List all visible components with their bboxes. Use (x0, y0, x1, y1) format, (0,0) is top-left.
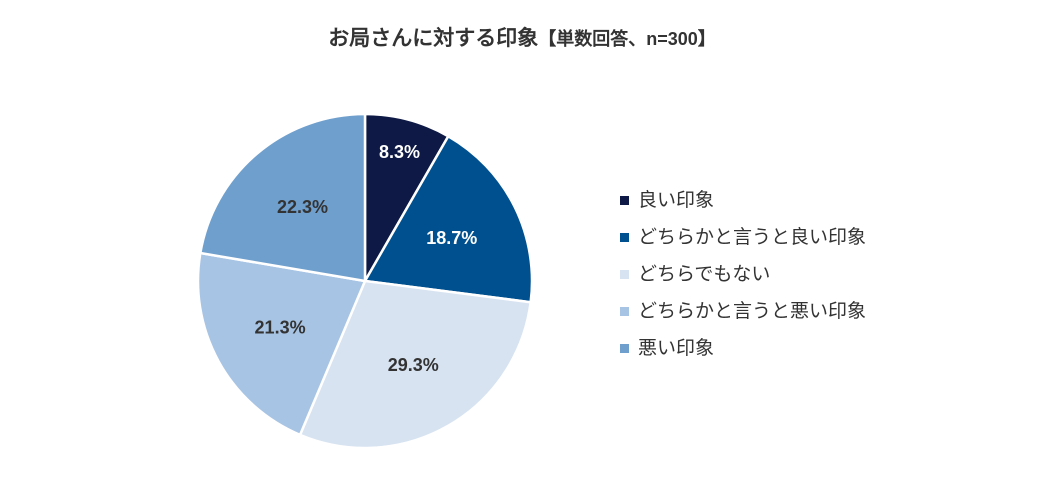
legend-marker (620, 344, 629, 353)
pie-slice (196, 251, 367, 437)
pie-slice (363, 112, 450, 283)
pie-slice (199, 112, 367, 283)
data-label: 22.3% (277, 197, 328, 217)
data-label: 18.7% (426, 228, 477, 248)
data-label: 21.3% (255, 318, 306, 338)
legend-marker (620, 196, 629, 205)
pie-slice (363, 134, 534, 304)
legend-label: 悪い印象 (638, 338, 715, 359)
legend-label: どちらでもない (638, 264, 771, 285)
legend-item: どちらでもない (618, 256, 938, 293)
legend-marker (620, 233, 629, 242)
legend-item: どちらかと言うと良い印象 (618, 219, 938, 256)
legend-marker (620, 270, 629, 279)
pie-slice (298, 279, 532, 450)
data-label: 8.3% (379, 142, 420, 162)
legend-label: どちらかと言うと良い印象 (638, 227, 867, 248)
legend-marker (620, 307, 629, 316)
chart-title-main: お局さんに対する印象 (328, 27, 539, 50)
chart-title: お局さんに対する印象【単数回答、n=300】 (0, 24, 1044, 56)
legend: 良い印象 どちらかと言うと良い印象 どちらでもない どちらかと言うと悪い印象 悪… (618, 182, 938, 367)
legend-item: どちらかと言うと悪い印象 (618, 293, 938, 330)
legend-label: どちらかと言うと悪い印象 (638, 301, 867, 322)
legend-item: 悪い印象 (618, 330, 938, 367)
chart-subtitle: 【単数回答、n=300】 (538, 29, 716, 49)
legend-label: 良い印象 (638, 190, 715, 211)
legend-item: 良い印象 (618, 182, 938, 219)
data-label: 29.3% (388, 355, 439, 375)
